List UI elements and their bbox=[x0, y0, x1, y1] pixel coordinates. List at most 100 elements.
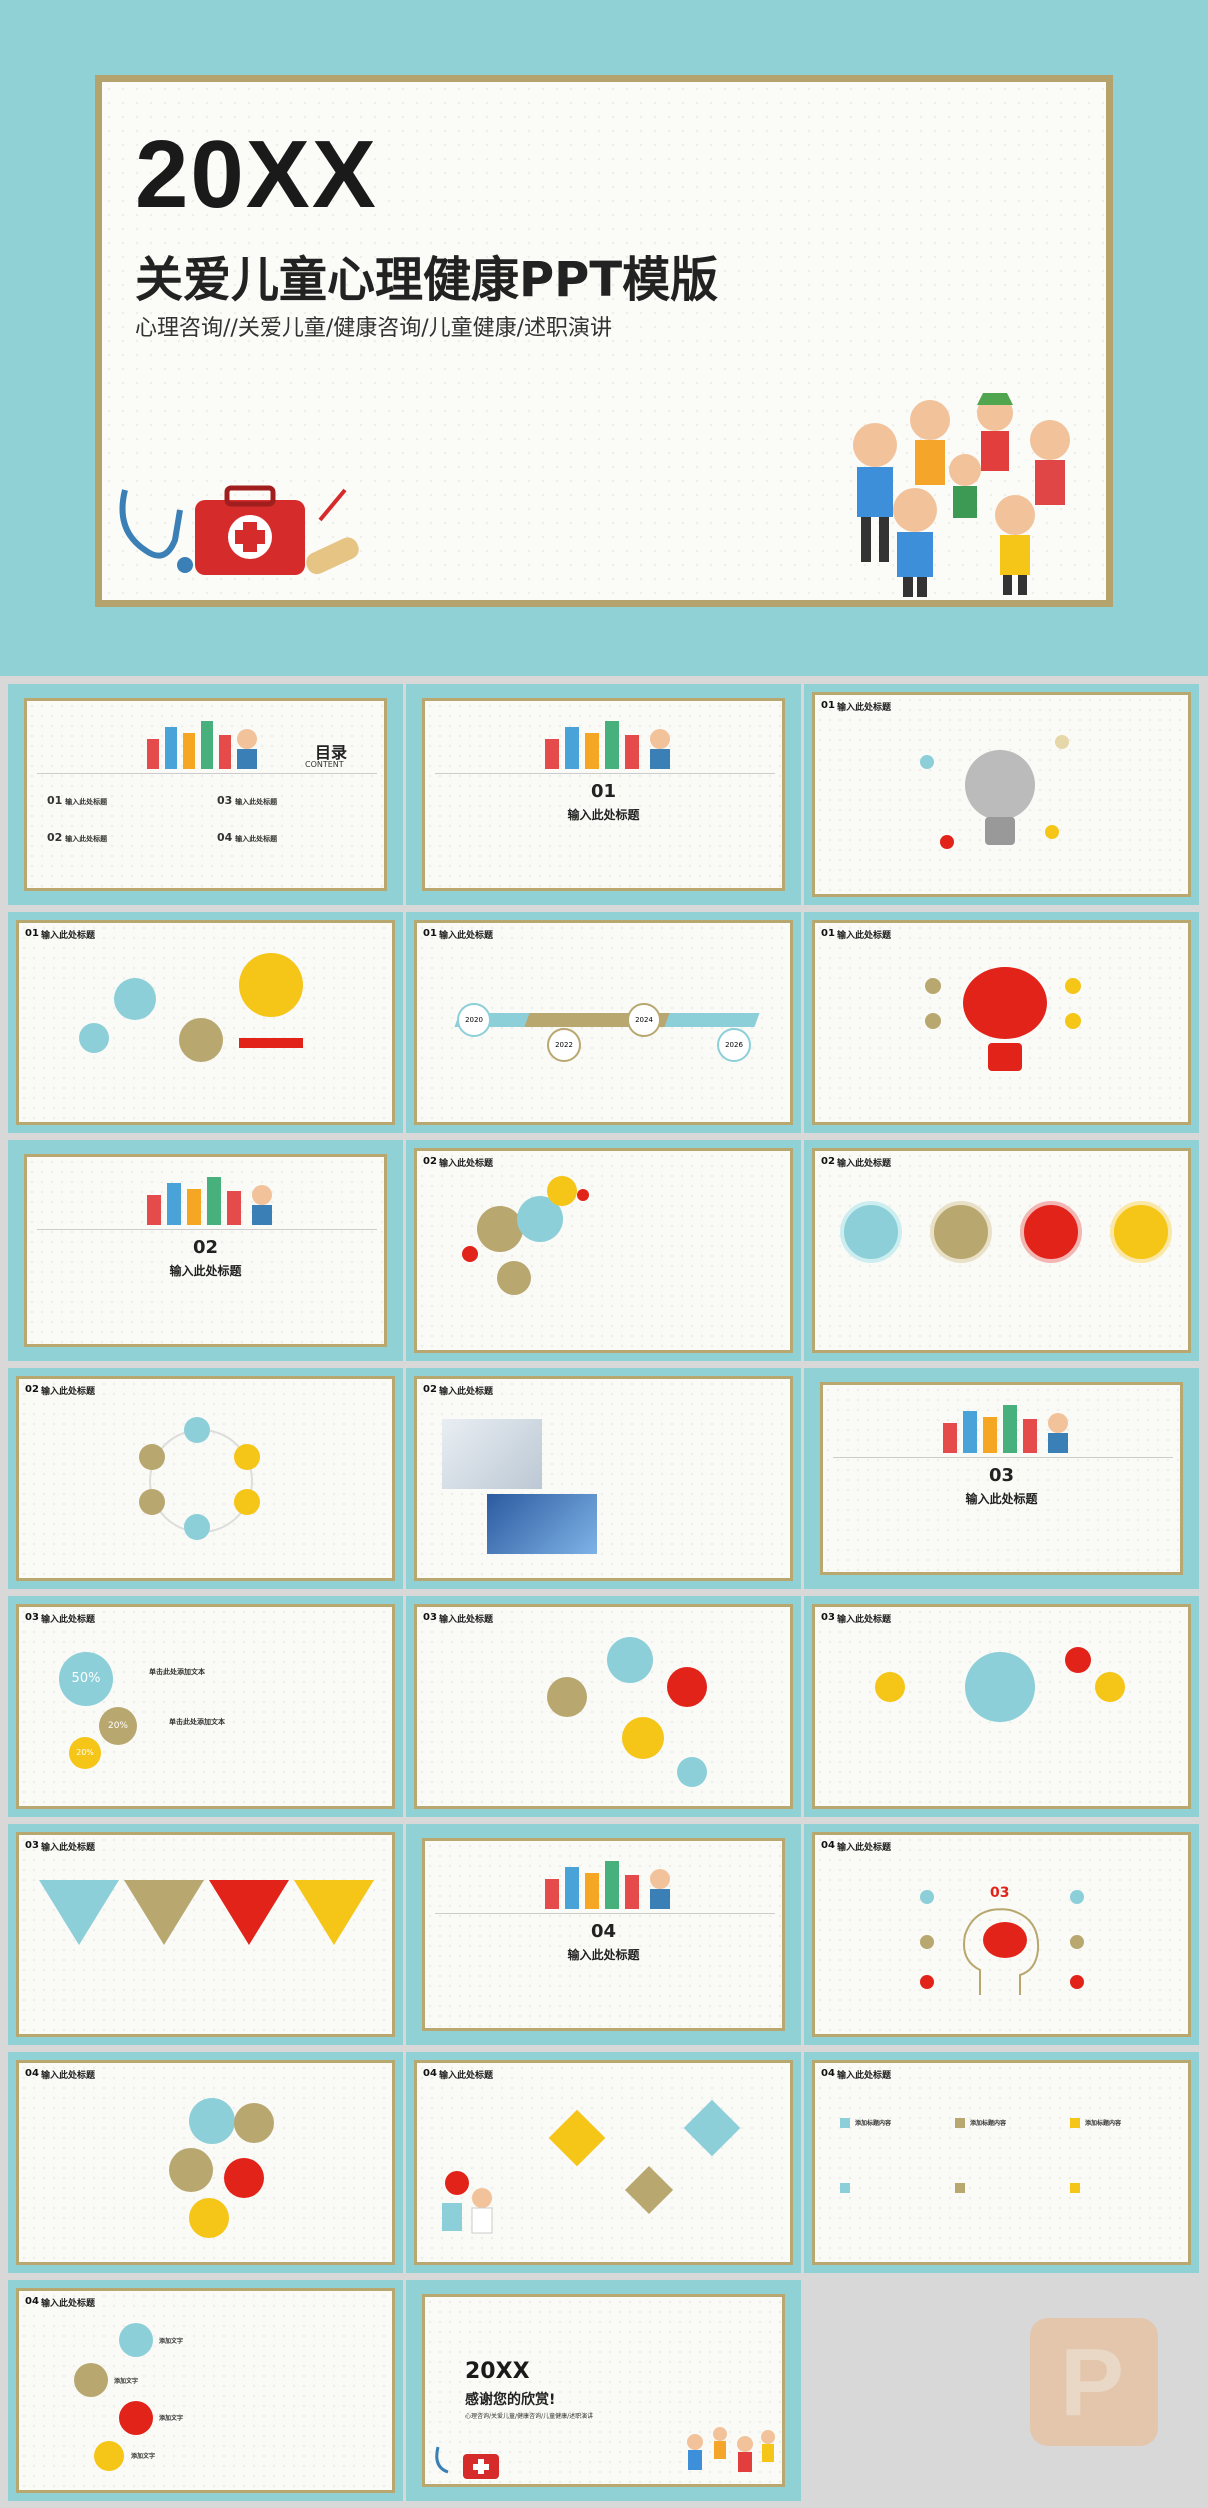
logo-glyph: P bbox=[1060, 2329, 1125, 2436]
slide-thumb-section-01[interactable]: 01 输入此处标题 bbox=[406, 684, 801, 905]
item-label: 添加标题内容 bbox=[1085, 2120, 1122, 2127]
triangle-steps bbox=[39, 1880, 374, 1945]
slide-thumb-ring[interactable]: 02 输入此处标题 bbox=[8, 1368, 403, 1589]
slide-header: 输入此处标题 bbox=[837, 1843, 892, 1853]
toc-item-num: 04 bbox=[217, 831, 233, 844]
medical-lab-illustration bbox=[147, 721, 257, 769]
square-icon bbox=[955, 2118, 965, 2128]
medical-lab-illustration bbox=[147, 1177, 272, 1225]
slide-thumb-grid-icons[interactable]: 04 输入此处标题 添加标题内容 添加标题内容 添加标题内容 bbox=[804, 2052, 1199, 2273]
toc-item-4[interactable]: 04 输入此处标题 bbox=[217, 831, 277, 844]
slide-thumb-network[interactable]: 03 输入此处标题 bbox=[406, 1596, 801, 1817]
marker-dot bbox=[1045, 825, 1059, 839]
toc-item-2[interactable]: 02 输入此处标题 bbox=[47, 831, 107, 844]
slide-thumb-bulb[interactable]: 01 输入此处标题 bbox=[804, 684, 1199, 905]
slide-thumb-timeline[interactable]: 01 输入此处标题 2020 2022 2024 2026 bbox=[406, 912, 801, 1133]
slide-thumb-head[interactable]: 04 输入此处标题 03 bbox=[804, 1824, 1199, 2045]
slide-thumb-section-04[interactable]: 04 输入此处标题 bbox=[406, 1824, 801, 2045]
slide-thumb-dots[interactable]: 02 输入此处标题 bbox=[406, 1140, 801, 1361]
icon-circle bbox=[139, 1444, 165, 1470]
timeline-year: 2024 bbox=[627, 1003, 661, 1037]
slide-number: 02 bbox=[25, 1384, 39, 1395]
marker-dot bbox=[1065, 1013, 1081, 1029]
bubble bbox=[462, 1246, 478, 1262]
marker-dot bbox=[920, 1935, 934, 1949]
slide-header: 输入此处标题 bbox=[41, 1843, 96, 1853]
slide-thumb-pins[interactable]: 04 输入此处标题 添加文字 添加文字 添加文字 添加文字 bbox=[8, 2280, 403, 2501]
slide-header: 输入此处标题 bbox=[41, 1615, 96, 1625]
slide-thumb-toc[interactable]: 目录 CONTENT 01 输入此处标题 03 输入此处标题 02 输入此处标题… bbox=[8, 684, 403, 905]
bubble bbox=[667, 1667, 707, 1707]
end-subtitle: 心理咨询/关爱儿童/健康咨询/儿童健康/述职演讲 bbox=[465, 2413, 594, 2420]
slide-thumb-icons[interactable]: 02 输入此处标题 bbox=[804, 1140, 1199, 1361]
toc-item-3[interactable]: 03 输入此处标题 bbox=[217, 794, 277, 807]
slide-thumb-bubbles[interactable]: 01 输入此处标题 bbox=[8, 912, 403, 1133]
section-title: 输入此处标题 bbox=[567, 808, 640, 822]
bubble bbox=[114, 978, 156, 1020]
slide-thumb-end[interactable]: 20XX 感谢您的欣赏! 心理咨询/关爱儿童/健康咨询/儿童健康/述职演讲 bbox=[406, 2280, 801, 2501]
slide-frame: 04 输入此处标题 添加文字 添加文字 添加文字 添加文字 bbox=[16, 2288, 395, 2493]
slide-thumb-triangles[interactable]: 03 输入此处标题 bbox=[8, 1824, 403, 2045]
medical-lab-illustration bbox=[545, 721, 670, 769]
medical-kit-illustration bbox=[435, 2446, 499, 2479]
slide-thumb-section-03[interactable]: 03 输入此处标题 bbox=[804, 1368, 1199, 1589]
slide-frame: 04 输入此处标题 03 bbox=[812, 1832, 1191, 2037]
slide-thumb-percent[interactable]: 03 输入此处标题 50% 20% 20% 单击此处添加文本 单击此处添加文本 bbox=[8, 1596, 403, 1817]
bubble bbox=[607, 1637, 653, 1683]
slide-frame: 02 输入此处标题 bbox=[414, 1148, 793, 1353]
balloon bbox=[169, 2148, 213, 2192]
bubble bbox=[547, 1176, 577, 1206]
pin-circle bbox=[119, 2323, 153, 2357]
slide-frame: 01 输入此处标题 bbox=[16, 920, 395, 1125]
square-icon bbox=[955, 2183, 965, 2193]
slide-thumb-brain[interactable]: 01 输入此处标题 bbox=[804, 912, 1199, 1133]
marker-dot bbox=[1070, 1935, 1084, 1949]
percent-badge: 50% bbox=[59, 1652, 113, 1706]
slide-frame: 03 输入此处标题 bbox=[820, 1382, 1183, 1575]
timeline-year: 2020 bbox=[457, 1003, 491, 1037]
icon-circle bbox=[840, 1201, 902, 1263]
slide-frame: 04 输入此处标题 添加标题内容 添加标题内容 添加标题内容 bbox=[812, 2060, 1191, 2265]
lightbulb-icon bbox=[965, 750, 1035, 845]
slide-number: 03 bbox=[821, 1612, 835, 1623]
slide-thumb-photos[interactable]: 02 输入此处标题 bbox=[406, 1368, 801, 1589]
slide-thumb-section-02[interactable]: 02 输入此处标题 bbox=[8, 1140, 403, 1361]
icon-circle bbox=[139, 1489, 165, 1515]
slide-frame: 02 输入此处标题 bbox=[414, 1376, 793, 1581]
marker-dot bbox=[1070, 1890, 1084, 1904]
slide-header: 输入此处标题 bbox=[439, 1387, 494, 1397]
section-number: 02 bbox=[192, 1237, 219, 1258]
slide-header: 输入此处标题 bbox=[439, 1159, 494, 1169]
percent-badge: 20% bbox=[99, 1707, 137, 1745]
square-icon bbox=[840, 2183, 850, 2193]
toc-divider bbox=[37, 773, 377, 774]
slide-frame: 01 输入此处标题 bbox=[812, 692, 1191, 897]
slide-number: 03 bbox=[25, 1612, 39, 1623]
slide-thumb-balloons[interactable]: 04 输入此处标题 bbox=[8, 2052, 403, 2273]
head-brain-icon bbox=[963, 1908, 1040, 1995]
toc-subtitle: CONTENT bbox=[305, 760, 344, 769]
item-label: 单击此处添加文本 bbox=[169, 1718, 225, 1726]
slide-frame: 03 输入此处标题 bbox=[812, 1604, 1191, 1809]
slide-header: 输入此处标题 bbox=[837, 1159, 892, 1169]
slide-number: 02 bbox=[821, 1156, 835, 1167]
icon-circle bbox=[1095, 1672, 1125, 1702]
slide-thumb-organs[interactable]: 03 输入此处标题 bbox=[804, 1596, 1199, 1817]
slide-number: 04 bbox=[25, 2296, 39, 2307]
item-label: 添加文字 bbox=[131, 2453, 156, 2460]
item-label: 单击此处添加文本 bbox=[149, 1668, 205, 1676]
slide-frame: 02 输入此处标题 bbox=[812, 1148, 1191, 1353]
slide-thumb-diamonds[interactable]: 04 输入此处标题 bbox=[406, 2052, 801, 2273]
divider bbox=[435, 1913, 775, 1914]
slide-header: 输入此处标题 bbox=[837, 2071, 892, 2081]
slide-frame: 01 输入此处标题 bbox=[422, 698, 785, 891]
slide-header: 输入此处标题 bbox=[41, 2071, 96, 2081]
title-slide[interactable]: 20XX 关爱儿童心理健康PPT模版 心理咨询//关爱儿童/健康咨询/儿童健康/… bbox=[0, 0, 1208, 676]
bubble bbox=[79, 1023, 109, 1053]
balloon bbox=[189, 2198, 229, 2238]
section-title: 输入此处标题 bbox=[965, 1492, 1038, 1506]
bubble bbox=[179, 1018, 223, 1062]
kids-illustration bbox=[853, 393, 1070, 597]
toc-item-1[interactable]: 01 输入此处标题 bbox=[47, 794, 107, 807]
bubble bbox=[577, 1189, 589, 1201]
